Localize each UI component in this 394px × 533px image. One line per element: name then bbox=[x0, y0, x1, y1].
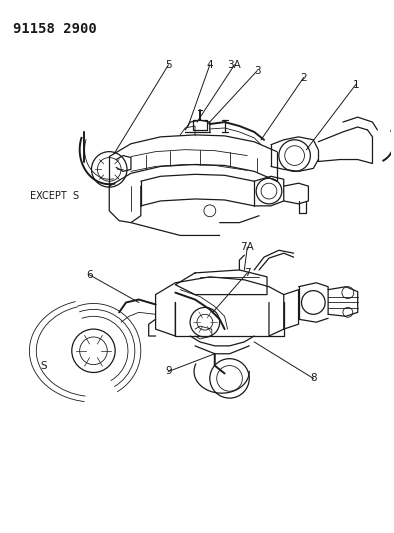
Text: 2: 2 bbox=[300, 72, 307, 83]
Text: 3A: 3A bbox=[228, 60, 242, 70]
Text: 91158 2900: 91158 2900 bbox=[13, 21, 97, 36]
Text: S: S bbox=[40, 361, 47, 370]
Text: 1: 1 bbox=[352, 79, 359, 90]
Text: 4: 4 bbox=[206, 60, 213, 70]
Text: 7: 7 bbox=[244, 268, 251, 278]
Text: 3: 3 bbox=[254, 66, 260, 76]
Text: 5: 5 bbox=[165, 60, 172, 70]
Text: 9: 9 bbox=[165, 367, 172, 376]
Text: EXCEPT  S: EXCEPT S bbox=[30, 191, 80, 201]
Text: 6: 6 bbox=[86, 270, 93, 280]
Text: 8: 8 bbox=[310, 374, 317, 383]
Text: 7A: 7A bbox=[240, 243, 254, 252]
